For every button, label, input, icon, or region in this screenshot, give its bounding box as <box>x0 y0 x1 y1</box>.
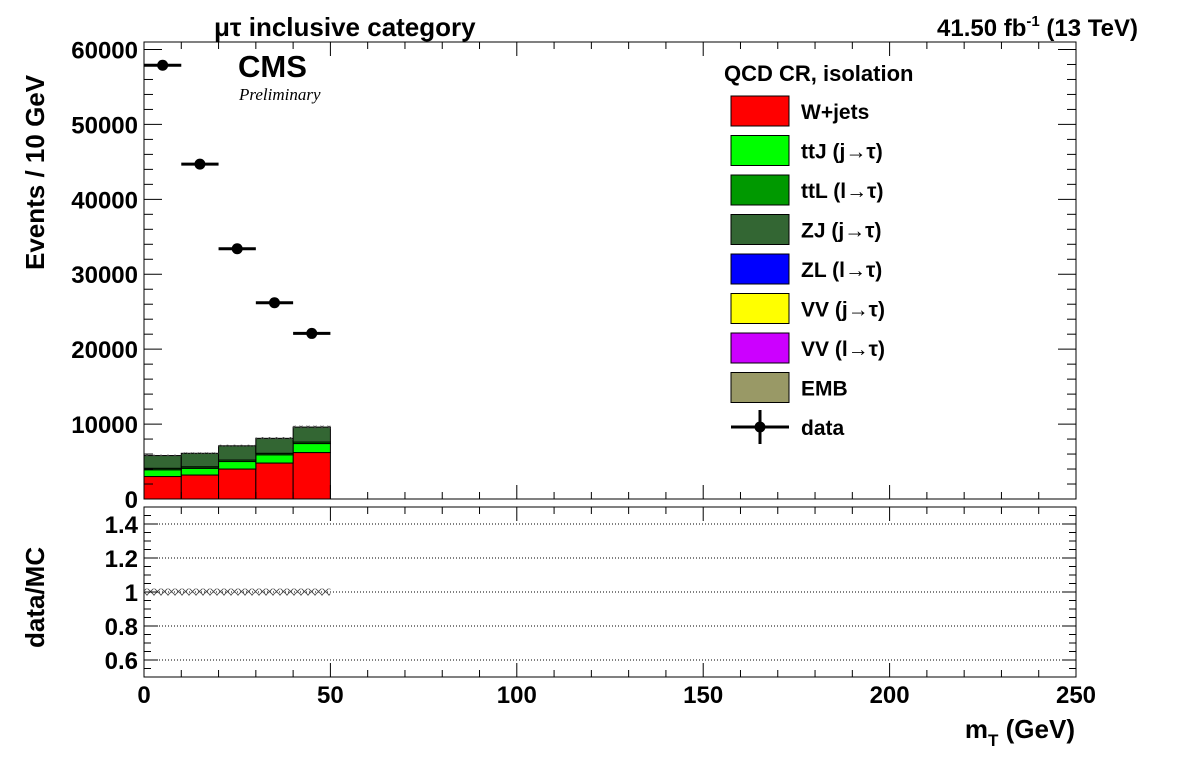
ratio-y-axis: 0.6 0.8 1 1.2 1.4 <box>105 506 1076 678</box>
y-tick-label: 20000 <box>71 337 138 364</box>
legend: QCD CR, isolation W+jets ttJ (j→τ) ttL (l→… <box>724 61 913 444</box>
bar-zj-j--bin-0 <box>143 455 182 469</box>
cms-label: CMS <box>238 49 307 84</box>
ratio-y-axis-title: data/MC <box>20 547 50 648</box>
legend-label-w-jets: W+jets <box>801 101 869 124</box>
x-axis-title: mT (GeV) <box>965 714 1075 750</box>
legend-swatch-w-jets <box>730 95 790 127</box>
ratio-gridlines <box>144 523 1076 661</box>
data-points <box>144 59 331 339</box>
data-point <box>231 243 243 255</box>
ratio-y-tick-label: 1.2 <box>105 546 138 573</box>
x-tick-label: 0 <box>137 682 150 709</box>
legend-label-vv-j-: VV (j→τ) <box>801 299 885 322</box>
bar-w-jets-bin-4 <box>292 452 331 500</box>
legend-label-vv-l-: VV (l→τ) <box>801 338 885 361</box>
legend-swatch-vv-l- <box>730 332 790 364</box>
ratio-y-tick-label: 1 <box>125 580 138 607</box>
main-plot-pad: 0 10000 20000 30000 40000 50000 60000 <box>71 37 1077 514</box>
bar-w-jets-bin-1 <box>180 474 220 500</box>
lumi-label: 41.50 fb-1 (13 TeV) <box>937 13 1138 42</box>
bar-ttj-j--bin-3 <box>255 454 294 464</box>
category-title: μτ inclusive category <box>214 12 476 42</box>
legend-label-zj-j-: ZJ (j→τ) <box>801 220 882 243</box>
bar-ttj-j--bin-2 <box>218 461 257 470</box>
x-tick-label: 200 <box>870 682 910 709</box>
bar-ttj-j--bin-4 <box>292 443 331 454</box>
ratio-plot-pad: 0.6 0.8 1 1.2 1.4 0 50 100 150 200 250 <box>105 506 1096 709</box>
bar-w-jets-bin-0 <box>143 476 182 500</box>
ratio-uncertainty-hatch <box>144 588 331 596</box>
ratio-y-tick-label: 0.6 <box>105 648 138 675</box>
data-point <box>194 158 206 170</box>
data-point <box>268 297 280 309</box>
ratio-uncertainty-band <box>144 588 331 596</box>
legend-label-ttj-j-: ttJ (j→τ) <box>801 141 883 164</box>
stack-uncertainty-bin-3 <box>255 437 294 440</box>
data-point <box>157 59 169 71</box>
bar-w-jets-bin-3 <box>255 462 294 500</box>
legend-label-data: data <box>801 417 845 440</box>
ratio-y-tick-label: 1.4 <box>105 512 139 539</box>
legend-swatch-ttj-j- <box>730 135 790 166</box>
bar-ttj-j--bin-1 <box>180 467 220 476</box>
legend-swatch-zj-j- <box>730 214 790 245</box>
x-tick-label: 50 <box>317 682 344 709</box>
legend-label-emb: EMB <box>801 378 848 401</box>
main-plot-frame <box>143 41 1077 500</box>
y-tick-label: 10000 <box>71 412 138 439</box>
y-tick-label: 40000 <box>71 187 138 214</box>
preliminary-label: Preliminary <box>238 85 321 104</box>
stack-uncertainty-bin-1 <box>181 452 219 455</box>
bar-zj-j--bin-2 <box>218 445 257 461</box>
main-y-axis-title: Events / 10 GeV <box>20 74 50 270</box>
stack-uncertainty-bin-0 <box>144 454 182 457</box>
legend-swatch-ttl-l- <box>730 174 790 206</box>
legend-swatch-emb <box>730 372 790 403</box>
legend-label-zl-l-: ZL (l→τ) <box>801 259 882 282</box>
x-tick-label: 250 <box>1056 682 1096 709</box>
stacked-histogram <box>143 425 331 500</box>
bar-ttj-j--bin-0 <box>143 469 182 478</box>
data-point <box>306 327 318 339</box>
legend-label-ttl-l-: ttL (l→τ) <box>801 180 883 203</box>
x-tick-label: 150 <box>683 682 723 709</box>
stack-uncertainty-bin-2 <box>218 444 256 447</box>
y-tick-label: 50000 <box>71 112 138 139</box>
y-tick-label: 0 <box>125 487 138 514</box>
bar-zj-j--bin-1 <box>180 452 220 468</box>
bar-zj-j--bin-3 <box>255 437 294 454</box>
ratio-y-tick-label: 0.8 <box>105 614 138 641</box>
legend-title: QCD CR, isolation <box>724 61 913 86</box>
bar-zj-j--bin-4 <box>292 426 331 443</box>
legend-swatch-vv-j- <box>730 293 790 324</box>
legend-data-marker <box>754 421 766 433</box>
bar-w-jets-bin-2 <box>218 468 257 500</box>
main-x-ticks <box>143 42 1077 499</box>
x-tick-label: 100 <box>497 682 537 709</box>
legend-swatch-zl-l- <box>730 253 790 285</box>
stack-uncertainty-bin-4 <box>293 425 331 429</box>
main-y-axis: 0 10000 20000 30000 40000 50000 60000 <box>71 37 1076 514</box>
y-tick-label: 30000 <box>71 262 138 289</box>
ratio-x-axis: 0 50 100 150 200 250 <box>137 507 1096 709</box>
y-tick-label: 60000 <box>71 37 138 64</box>
